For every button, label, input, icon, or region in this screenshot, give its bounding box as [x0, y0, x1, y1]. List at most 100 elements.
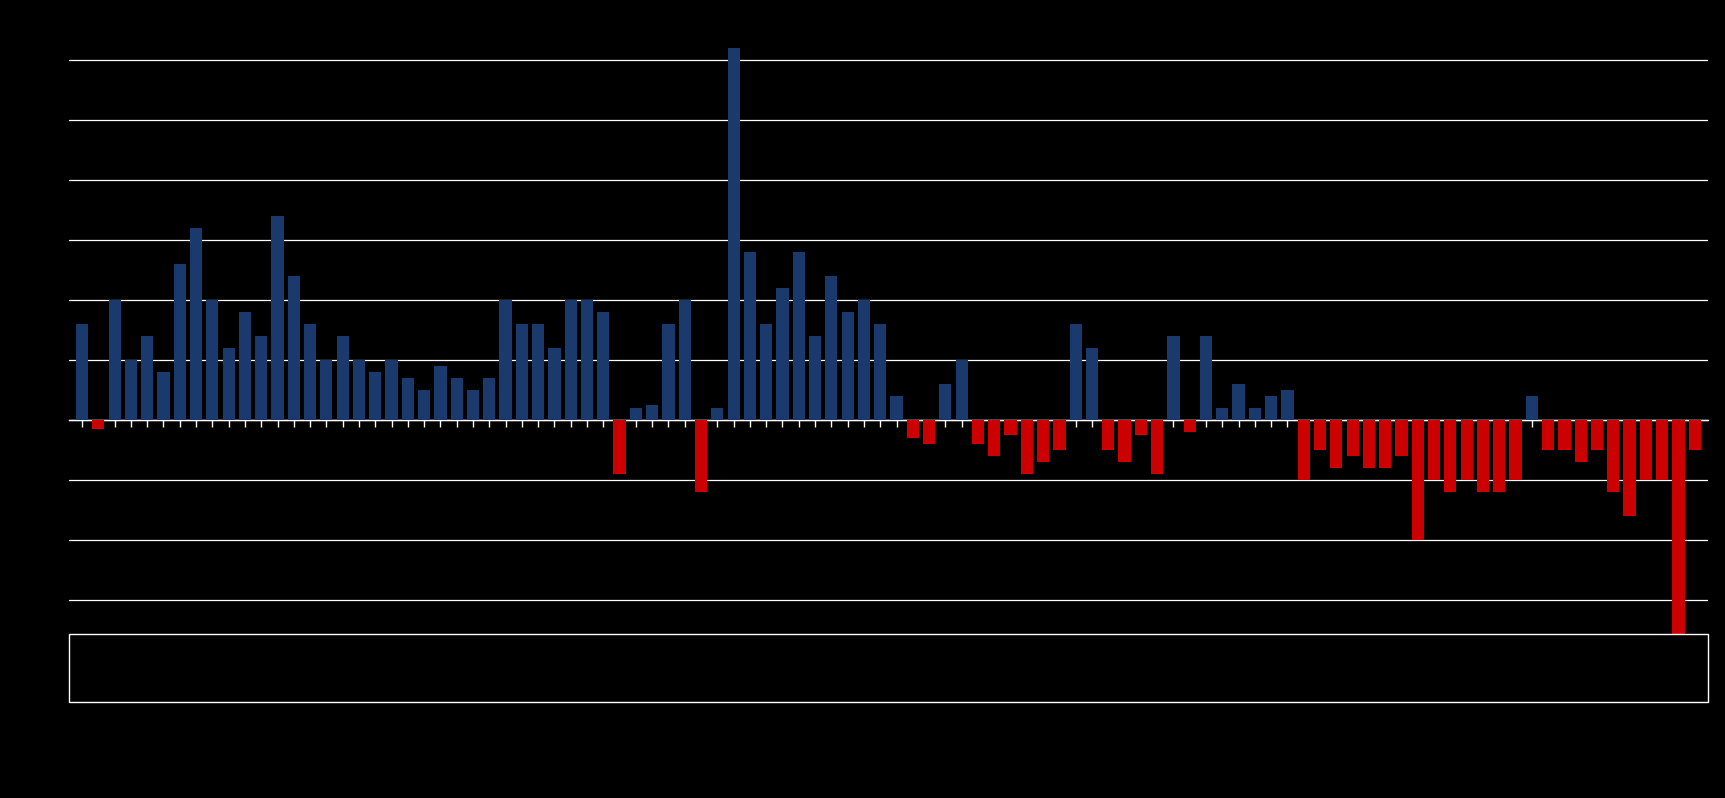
Bar	[1004, 420, 1016, 435]
Bar	[385, 360, 398, 420]
Bar	[417, 390, 430, 420]
Bar	[1087, 348, 1099, 420]
Bar	[761, 324, 773, 420]
Bar	[776, 288, 788, 420]
Bar	[597, 312, 609, 420]
Bar	[728, 48, 740, 420]
Bar	[647, 405, 659, 420]
Bar	[141, 336, 154, 420]
Bar	[1168, 336, 1180, 420]
Bar	[157, 372, 169, 420]
Bar	[1347, 420, 1359, 456]
Bar	[1264, 396, 1276, 420]
Bar	[321, 360, 333, 420]
Bar	[695, 420, 707, 492]
Bar	[109, 300, 121, 420]
Bar	[1428, 420, 1440, 480]
Bar	[1151, 420, 1163, 474]
Bar	[288, 276, 300, 420]
Bar	[1037, 420, 1049, 462]
Bar	[1461, 420, 1473, 480]
Bar	[794, 252, 806, 420]
Bar	[124, 360, 136, 420]
Bar	[549, 348, 561, 420]
Bar	[809, 336, 821, 420]
Bar	[1021, 420, 1033, 474]
Bar	[1282, 390, 1294, 420]
Bar	[940, 384, 952, 420]
Bar	[890, 396, 902, 420]
Bar	[581, 300, 593, 420]
Bar	[435, 366, 447, 420]
Bar	[662, 324, 674, 420]
Bar	[1623, 420, 1635, 516]
Bar	[1411, 420, 1423, 540]
Bar	[1558, 420, 1570, 450]
Bar	[76, 324, 88, 420]
Bar	[190, 228, 202, 420]
Bar	[223, 348, 235, 420]
Bar	[1542, 420, 1554, 450]
Bar	[1689, 420, 1701, 450]
Bar	[207, 300, 219, 420]
Bar	[1378, 420, 1392, 468]
Bar	[923, 420, 935, 444]
Bar	[467, 390, 480, 420]
Bar	[1672, 420, 1685, 672]
Bar	[1330, 420, 1342, 468]
Bar	[1201, 336, 1213, 420]
Bar	[1608, 420, 1620, 492]
Bar	[1314, 420, 1327, 450]
Bar	[69, 634, 1708, 702]
Bar	[402, 378, 414, 420]
Bar	[825, 276, 837, 420]
Bar	[336, 336, 348, 420]
Bar	[614, 420, 626, 474]
Bar	[564, 300, 576, 420]
Bar	[1054, 420, 1066, 450]
Bar	[1575, 420, 1587, 462]
Bar	[1183, 420, 1195, 433]
Bar	[516, 324, 528, 420]
Bar	[971, 420, 983, 444]
Bar	[500, 300, 512, 420]
Bar	[238, 312, 252, 420]
Bar	[1102, 420, 1114, 450]
Bar	[1525, 396, 1539, 420]
Bar	[1590, 420, 1603, 450]
Bar	[1477, 420, 1489, 492]
Bar	[678, 300, 690, 420]
Bar	[743, 252, 756, 420]
Bar	[1656, 420, 1668, 480]
Bar	[1232, 384, 1245, 420]
Bar	[483, 378, 495, 420]
Bar	[1297, 420, 1309, 480]
Bar	[1363, 420, 1375, 468]
Bar	[1135, 420, 1147, 435]
Bar	[711, 408, 723, 420]
Bar	[907, 420, 919, 438]
Bar	[91, 420, 105, 429]
Bar	[875, 324, 887, 420]
Bar	[1216, 408, 1228, 420]
Bar	[531, 324, 545, 420]
Bar	[988, 420, 1000, 456]
Bar	[1249, 408, 1261, 420]
Bar	[174, 264, 186, 420]
Bar	[450, 378, 462, 420]
Bar	[1509, 420, 1521, 480]
Bar	[271, 216, 283, 420]
Bar	[1118, 420, 1130, 462]
Bar	[630, 408, 642, 420]
Bar	[354, 360, 366, 420]
Bar	[1070, 324, 1082, 420]
Bar	[1494, 420, 1506, 492]
Bar	[1396, 420, 1408, 456]
Bar	[857, 300, 869, 420]
Bar	[1444, 420, 1456, 492]
Bar	[842, 312, 854, 420]
Bar	[255, 336, 267, 420]
Bar	[369, 372, 381, 420]
Bar	[1640, 420, 1653, 480]
Bar	[304, 324, 316, 420]
